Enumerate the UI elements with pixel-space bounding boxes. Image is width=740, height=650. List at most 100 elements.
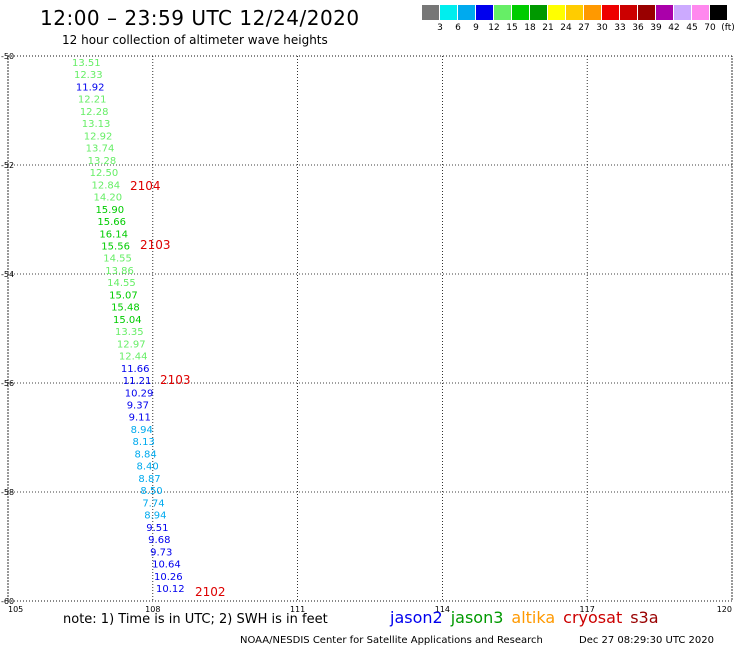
wave-height-value: 8.13 <box>133 437 155 448</box>
pass-time-label: 2102 <box>195 585 226 599</box>
legend-label: 27 <box>578 23 590 33</box>
wave-height-value: 9.11 <box>129 413 151 424</box>
satellite-name: jason3 <box>450 608 504 627</box>
wave-height-value: 15.48 <box>111 303 140 314</box>
legend-swatch <box>620 5 637 20</box>
legend-label: 24 <box>560 23 572 33</box>
satellite-name: altika <box>511 608 556 627</box>
wave-height-value: 8.84 <box>135 449 157 460</box>
wave-height-value: 15.04 <box>113 315 142 326</box>
legend-swatch <box>422 5 439 20</box>
legend-swatch <box>440 5 457 20</box>
wave-height-value: 8.50 <box>140 486 162 497</box>
wave-height-value: 13.28 <box>88 156 117 167</box>
legend-label: 39 <box>650 23 662 33</box>
legend-swatch <box>638 5 655 20</box>
credit-line: NOAA/NESDIS Center for Satellite Applica… <box>240 635 543 646</box>
wave-height-value: 10.29 <box>125 388 154 399</box>
wave-height-value: 16.14 <box>99 229 128 240</box>
longitude-tick-label: 114 <box>435 605 450 614</box>
legend-label: 3 <box>437 23 443 33</box>
legend-label: 15 <box>506 23 518 33</box>
wave-height-value: 11.92 <box>76 82 105 93</box>
legend-label: 42 <box>668 23 680 33</box>
map-frame <box>7 55 733 602</box>
wave-height-value: 11.66 <box>121 364 150 375</box>
legend-label: 18 <box>524 23 536 33</box>
legend-label: 36 <box>632 23 644 33</box>
legend-label: 70 <box>704 23 716 33</box>
legend-swatch <box>458 5 475 20</box>
wave-height-value: 13.51 <box>72 58 101 69</box>
wave-height-value: 10.64 <box>152 560 181 571</box>
legend-label: 9 <box>473 23 479 33</box>
wave-height-value: 15.56 <box>101 241 130 252</box>
satellite-name: jason2 <box>390 608 443 627</box>
wave-height-value: 12.21 <box>78 95 107 106</box>
wave-height-value: 10.26 <box>154 572 183 583</box>
legend-swatch <box>512 5 529 20</box>
wave-height-value: 12.28 <box>80 107 109 118</box>
longitude-tick-label: 105 <box>8 605 23 614</box>
satellite-name: s3a <box>630 608 659 627</box>
wave-height-value: 13.13 <box>82 119 111 130</box>
legend-swatch <box>710 5 727 20</box>
wave-height-value: 12.44 <box>119 352 148 363</box>
wave-height-value: 8.87 <box>138 474 160 485</box>
pass-time-label: 2103 <box>160 373 191 387</box>
wave-height-value: 15.66 <box>97 217 126 228</box>
wave-height-value: 12.84 <box>92 180 121 191</box>
pass-time-label: 2103 <box>140 238 171 252</box>
wave-height-value: 13.35 <box>115 327 144 338</box>
pass-time-label: 2104 <box>130 179 161 193</box>
satellite-name: cryosat <box>563 608 623 627</box>
wave-height-value: 12.92 <box>84 131 113 142</box>
page-subtitle: 12 hour collection of altimeter wave hei… <box>62 33 328 47</box>
longitude-tick-label: 120 <box>717 605 732 614</box>
wave-height-value: 13.86 <box>105 266 134 277</box>
longitude-tick-label: 117 <box>580 605 595 614</box>
wave-height-value: 8.94 <box>131 425 153 436</box>
wave-height-value: 11.21 <box>123 376 152 387</box>
map-grid <box>7 55 733 602</box>
latitude-tick-label: -58 <box>1 488 14 497</box>
longitude-tick-label: 108 <box>145 605 160 614</box>
legend-label: 33 <box>614 23 626 33</box>
legend-label: (ft) <box>721 23 735 33</box>
longitude-tick-label: 111 <box>290 605 305 614</box>
legend-label: 12 <box>488 23 500 33</box>
latitude-tick-label: -60 <box>1 597 14 606</box>
legend-swatch <box>656 5 673 20</box>
wave-height-value: 9.37 <box>127 401 149 412</box>
legend-swatch <box>548 5 565 20</box>
time-labels: 2104 2103 2103 2102 <box>130 179 226 599</box>
wave-height-value: 14.55 <box>107 278 136 289</box>
wave-height-value: 8.94 <box>144 511 166 522</box>
legend-swatch <box>494 5 511 20</box>
wave-height-value: 14.20 <box>93 193 122 204</box>
latitude-tick-label: -54 <box>1 270 14 279</box>
legend-swatch <box>674 5 691 20</box>
legend-label: 30 <box>596 23 608 33</box>
legend-swatch <box>476 5 493 20</box>
wave-height-value: 10.12 <box>156 584 185 595</box>
page-title: 12:00 – 23:59 UTC 12/24/2020 <box>40 6 360 30</box>
latitude-tick-label: -52 <box>1 161 14 170</box>
wave-height-value: 12.33 <box>74 70 103 81</box>
legend-label: 6 <box>455 23 461 33</box>
latitude-tick-label: -50 <box>1 52 14 61</box>
wave-height-value: 15.90 <box>95 205 124 216</box>
latitude-tick-label: -56 <box>1 379 14 388</box>
wave-height-value: 12.50 <box>90 168 119 179</box>
wave-height-value: 9.73 <box>150 547 172 558</box>
wave-height-value: 13.74 <box>86 144 115 155</box>
satellite-legend: jason2 jason3 altika cryosat s3a <box>390 608 667 627</box>
footnote: note: 1) Time is in UTC; 2) SWH is in fe… <box>63 612 328 627</box>
wave-height-value: 7.74 <box>142 498 164 509</box>
legend-swatch <box>584 5 601 20</box>
legend-swatch <box>602 5 619 20</box>
axis-tick-labels: 105 108 111 114 117 120 -50 -52 -54 -56 -58 -60 <box>1 52 732 614</box>
wave-height-value: 9.51 <box>146 523 168 534</box>
legend-swatch <box>692 5 709 20</box>
